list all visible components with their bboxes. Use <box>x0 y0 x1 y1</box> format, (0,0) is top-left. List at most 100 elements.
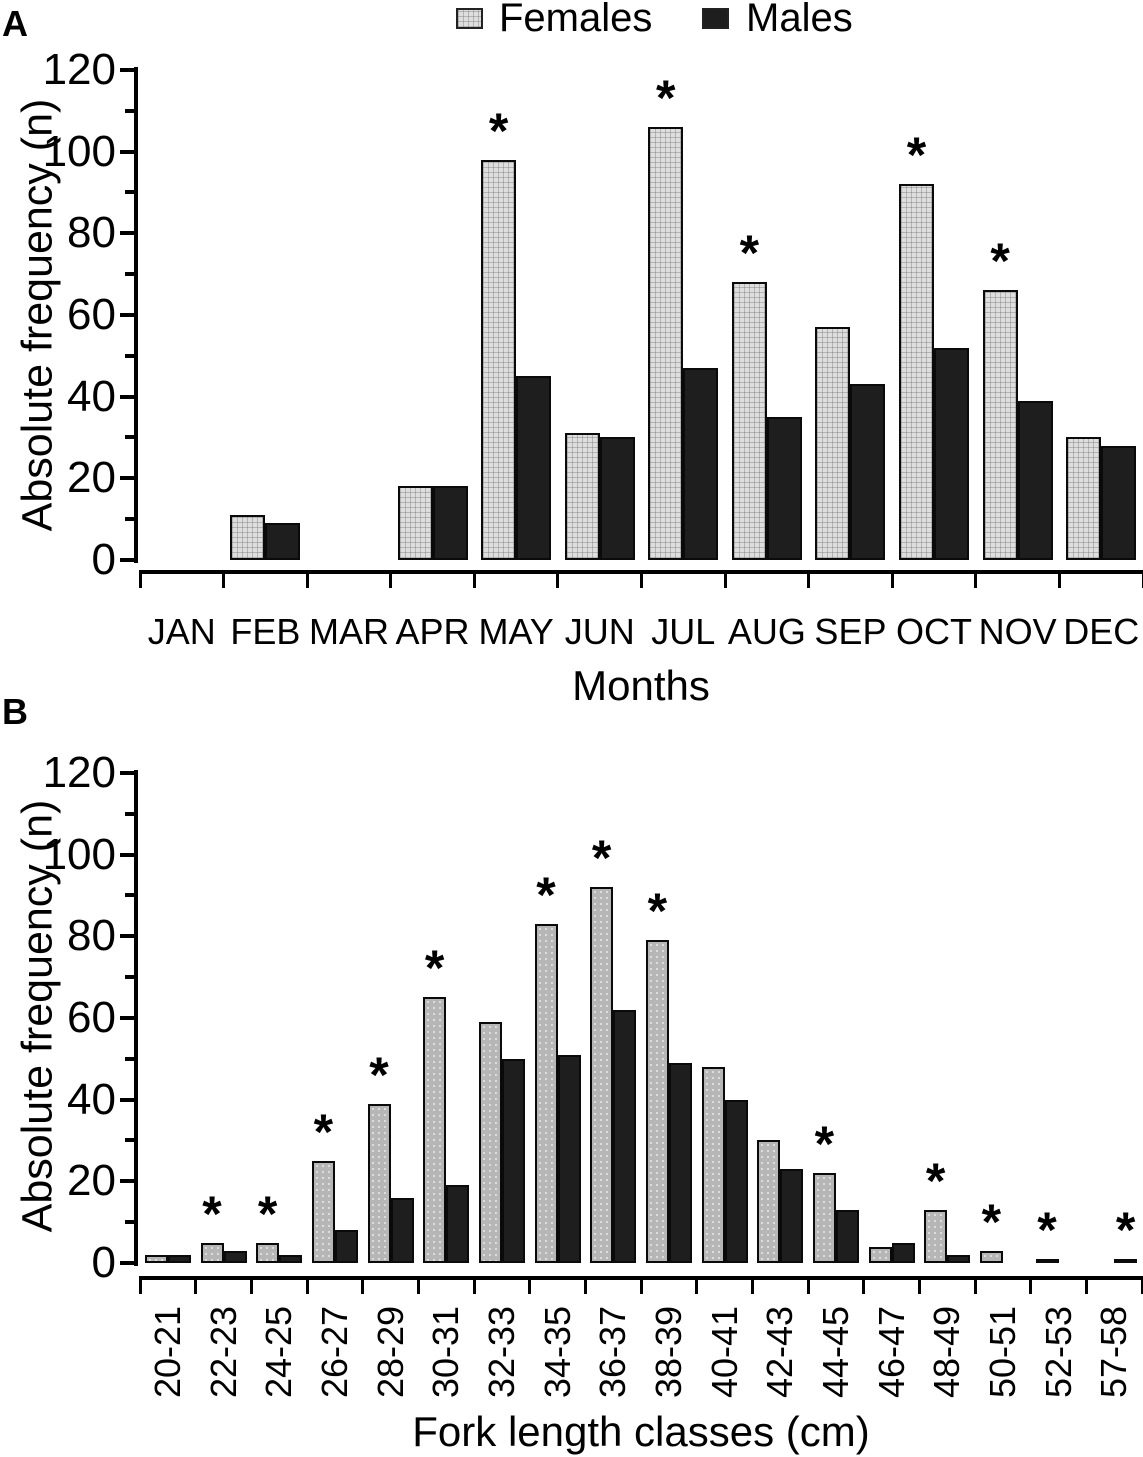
panelA-y-tick-30 <box>125 435 134 440</box>
panelA-bar-females-OCT <box>899 184 935 560</box>
panelA-x-boundary-tick-11 <box>1057 570 1061 588</box>
panelB-bar-females-38-39 <box>645 940 669 1263</box>
panelA-y-tick-60 <box>120 312 134 317</box>
panelA-x-boundary-tick-2 <box>305 570 309 588</box>
panelB-bar-males-34-35 <box>557 1054 581 1263</box>
panelA-y-tick-label-20: 20 <box>67 453 116 503</box>
panelB-x-label-42-43: 42-43 <box>759 1305 801 1399</box>
panelA-x-boundary-tick-0 <box>138 570 142 588</box>
panelB-bar-males-22-23 <box>223 1250 247 1263</box>
panelB-significance-star-36-37: * <box>591 830 612 887</box>
panelB-bar-females-52-53 <box>1035 1258 1059 1263</box>
panelA-bar-males-JUL <box>683 368 719 560</box>
panelB-x-label-52-53: 52-53 <box>1037 1305 1079 1399</box>
panelA-bar-males-APR <box>432 486 468 560</box>
panelB-bar-males-46-47 <box>891 1242 915 1263</box>
panelA-bar-females-DEC <box>1066 437 1102 560</box>
panelB-bar-males-40-41 <box>724 1099 748 1263</box>
panelB-bar-males-32-33 <box>501 1058 525 1263</box>
panelA-x-boundary-tick-8 <box>807 570 811 588</box>
panelB-y-tick-50 <box>125 1056 134 1061</box>
panelA-significance-star-OCT: * <box>906 127 927 184</box>
panelB-y-tick-120 <box>120 770 134 775</box>
panelA-y-tick-20 <box>120 476 134 481</box>
panelA-x-label-FEB: FEB <box>230 611 301 652</box>
panelA-y-tick-label-80: 80 <box>67 208 116 258</box>
panelA-x-boundary-tick-7 <box>723 570 727 588</box>
panelB-x-boundary-tick-11 <box>750 1276 754 1294</box>
panelB-x-label-50-51: 50-51 <box>981 1305 1023 1399</box>
panelB-x-label-30-31: 30-31 <box>425 1305 467 1399</box>
panelB-x-label-26-27: 26-27 <box>313 1305 355 1399</box>
panelB-bar-females-32-33 <box>478 1021 502 1263</box>
panelB-x-label-44-45: 44-45 <box>814 1305 856 1399</box>
panelB-x-boundary-tick-3 <box>305 1276 309 1294</box>
panelA-bar-females-JUN <box>564 433 600 560</box>
panelA-bar-males-FEB <box>265 523 301 560</box>
panelB-significance-star-26-27: * <box>313 1103 334 1160</box>
panelB-significance-star-24-25: * <box>257 1185 278 1242</box>
panelB-y-tick-70 <box>125 975 134 980</box>
panelB-bar-males-36-37 <box>613 1009 637 1263</box>
panelB-significance-star-44-45: * <box>814 1116 835 1173</box>
panelA-x-label-AUG: AUG <box>727 611 806 652</box>
panelB-y-tick-100 <box>120 852 134 857</box>
panelB-significance-star-28-29: * <box>369 1046 389 1103</box>
panel-b-letter: B <box>2 691 28 732</box>
panelA-x-label-DEC: DEC <box>1063 611 1140 652</box>
panelB-x-boundary-tick-1 <box>194 1276 198 1294</box>
panelB-significance-star-52-53: * <box>1037 1201 1057 1258</box>
panelA-y-tick-label-60: 60 <box>67 289 116 339</box>
panelA-y-tick-40 <box>120 394 134 399</box>
panelB-x-boundary-tick-9 <box>639 1276 643 1294</box>
panelB-y-tick-60 <box>120 1015 134 1020</box>
panelB-x-label-24-25: 24-25 <box>258 1305 300 1399</box>
males-legend-swatch <box>702 8 729 29</box>
legend: Females Males <box>0 0 1143 56</box>
panelB-y-tick-20 <box>120 1179 134 1184</box>
panelA-x-boundary-tick-12 <box>1141 570 1143 588</box>
panelA-x-label-JAN: JAN <box>147 611 216 652</box>
panelA-x-boundary-tick-10 <box>974 570 978 588</box>
panelA-y-tick-0 <box>120 558 134 562</box>
panelA-y-tick-90 <box>125 190 134 195</box>
panelB-x-boundary-tick-10 <box>695 1276 699 1294</box>
panelA-y-tick-70 <box>125 272 134 277</box>
panelB-significance-star-34-35: * <box>536 866 556 923</box>
panelA-bar-females-MAY <box>481 159 517 560</box>
panelB-x-boundary-tick-12 <box>806 1276 810 1294</box>
panelB-x-label-32-33: 32-33 <box>480 1305 522 1399</box>
panelA-x-boundary-tick-3 <box>389 570 393 588</box>
panelA-x-boundary-tick-6 <box>640 570 643 588</box>
panelB-bar-males-42-43 <box>780 1169 804 1263</box>
panelB-x-boundary-tick-14 <box>917 1276 921 1294</box>
panelB-y-tick-30 <box>125 1138 134 1143</box>
panelB-significance-star-38-39: * <box>647 883 668 940</box>
panelB-bar-females-40-41 <box>701 1066 725 1263</box>
panelA-significance-star-JUL: * <box>656 69 676 126</box>
panelA-significance-star-NOV: * <box>990 233 1010 290</box>
panelB-y-tick-80 <box>120 934 134 939</box>
panelA-y-tick-50 <box>125 353 134 358</box>
panelB-bar-females-30-31 <box>423 997 447 1263</box>
panelA-y-tick-10 <box>125 517 134 522</box>
panelB-x-boundary-tick-16 <box>1029 1276 1033 1294</box>
panelB-bar-females-24-25 <box>256 1242 280 1263</box>
panelB-bar-males-44-45 <box>835 1209 859 1263</box>
panelA-y-tick-120 <box>120 67 134 72</box>
panelB-y-tick-label-80: 80 <box>67 911 116 961</box>
panelB-x-boundary-tick-17 <box>1084 1276 1088 1294</box>
panelA-bar-females-APR <box>397 486 433 560</box>
panelB-bar-females-26-27 <box>311 1160 335 1263</box>
panelB-bar-females-34-35 <box>534 923 558 1263</box>
panelA-y-tick-100 <box>120 149 134 154</box>
panelB-bar-females-48-49 <box>924 1209 948 1263</box>
panelA-significance-star-MAY: * <box>488 102 509 159</box>
panel-b-x-axis-title: Fork length classes (cm) <box>412 1408 870 1455</box>
panelA-y-tick-label-100: 100 <box>42 126 116 176</box>
panelB-x-label-28-29: 28-29 <box>369 1305 411 1399</box>
panelB-x-label-22-23: 22-23 <box>202 1305 244 1399</box>
panelA-y-tick-110 <box>125 108 134 113</box>
panelB-bar-females-28-29 <box>367 1103 391 1263</box>
